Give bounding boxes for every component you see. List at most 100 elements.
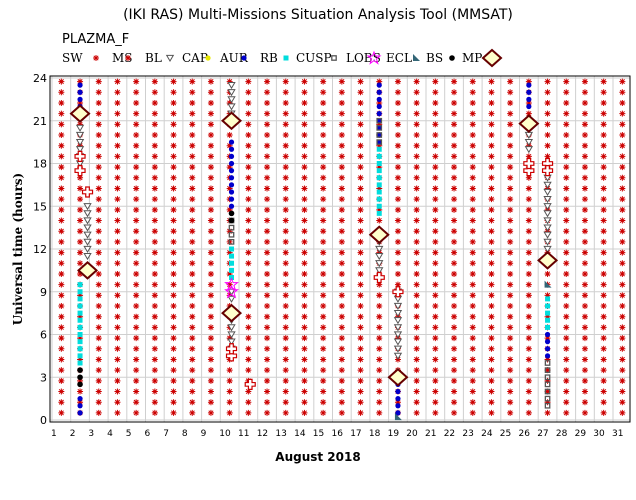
sw-mark [469, 78, 476, 85]
sw-mark [207, 313, 214, 320]
sw-mark [226, 270, 233, 277]
sw-mark [357, 377, 364, 384]
sw-mark [619, 313, 626, 320]
sw-mark [133, 110, 140, 117]
sw-mark [77, 356, 84, 363]
sw-mark [133, 153, 140, 160]
point-cap-37 [544, 339, 551, 345]
sw-mark [581, 164, 588, 171]
sw-mark [600, 377, 607, 384]
x-tick-20: 20 [406, 429, 418, 439]
sw-mark [95, 292, 102, 299]
sw-mark [245, 313, 252, 320]
x-tick-5: 5 [126, 429, 132, 439]
sw-mark [245, 142, 252, 149]
x-tick-24: 24 [481, 429, 493, 439]
sw-mark [264, 99, 271, 106]
sw-mark [58, 153, 65, 160]
sw-mark [58, 260, 65, 267]
sw-mark [469, 335, 476, 342]
point-cap-35 [526, 103, 532, 110]
sw-mark [357, 217, 364, 224]
sw-mark [469, 121, 476, 128]
sw-mark [413, 217, 420, 224]
sw-mark [600, 260, 607, 267]
sw-mark [282, 110, 289, 117]
sw-mark [338, 238, 345, 245]
sw-mark [525, 399, 532, 406]
sw-mark [357, 164, 364, 171]
point-rb-9 [544, 367, 551, 373]
sw-mark [376, 356, 383, 363]
sw-mark [151, 313, 158, 320]
sw-mark [563, 89, 570, 96]
sw-mark [95, 345, 102, 352]
point-rb-3 [228, 239, 235, 245]
sw-mark [282, 409, 289, 416]
sw-mark [245, 324, 252, 331]
sw-mark [114, 89, 121, 96]
sw-mark [226, 367, 233, 374]
sw-mark [282, 356, 289, 363]
point-aur-5 [77, 317, 83, 323]
legend-label-cusp: CUSP [296, 51, 332, 65]
point-cap-2 [77, 96, 83, 102]
sw-mark [170, 409, 177, 416]
sw-mark [432, 281, 439, 288]
sw-mark [207, 345, 214, 352]
sw-mark [207, 377, 214, 384]
sw-mark [413, 388, 420, 395]
point-aur-8 [77, 339, 83, 345]
sw-mark [488, 303, 495, 309]
sw-mark [451, 270, 458, 277]
sw-mark [189, 132, 196, 138]
sw-mark [563, 142, 570, 149]
y-tick-12: 12 [33, 243, 47, 256]
sw-mark [301, 377, 308, 384]
point-bl-7 [83, 210, 92, 218]
sw-mark [301, 249, 308, 256]
sw-mark [507, 110, 514, 117]
sw-mark [207, 388, 214, 395]
sw-mark [544, 132, 551, 138]
sw-mark [451, 249, 458, 256]
sw-mark [338, 121, 345, 128]
sw-mark [619, 217, 626, 224]
sw-mark [189, 399, 196, 406]
sw-mark [469, 409, 476, 416]
sw-mark [581, 367, 588, 374]
sw-mark [357, 292, 364, 299]
sw-mark [451, 313, 458, 320]
sw-mark [133, 78, 140, 85]
sw-mark [469, 324, 476, 331]
sw-mark [563, 78, 570, 85]
sw-mark [114, 110, 121, 117]
sw-mark [151, 228, 158, 235]
sw-mark [376, 388, 383, 395]
sw-mark [619, 303, 626, 309]
sw-mark [95, 185, 102, 192]
sw-mark [151, 388, 158, 395]
sw-mark [301, 324, 308, 331]
sw-mark [507, 303, 514, 309]
sw-mark [170, 281, 177, 288]
point-cap-12 [228, 175, 235, 181]
sw-mark [544, 78, 551, 85]
sw-mark [151, 164, 158, 171]
sw-mark [507, 388, 514, 395]
sw-mark [507, 313, 514, 320]
sw-mark [507, 228, 514, 235]
point-rb-7 [376, 139, 383, 145]
sw-mark [77, 292, 84, 299]
sw-mark [207, 399, 214, 406]
sw-mark [170, 313, 177, 320]
x-tick-22: 22 [444, 429, 455, 439]
sw-mark [563, 356, 570, 363]
sw-mark [207, 292, 214, 299]
sw-mark [207, 174, 214, 181]
sw-mark [413, 153, 420, 160]
sw-mark [413, 121, 420, 128]
sw-mark [563, 99, 570, 106]
sw-mark [133, 89, 140, 96]
sw-mark [245, 121, 252, 128]
